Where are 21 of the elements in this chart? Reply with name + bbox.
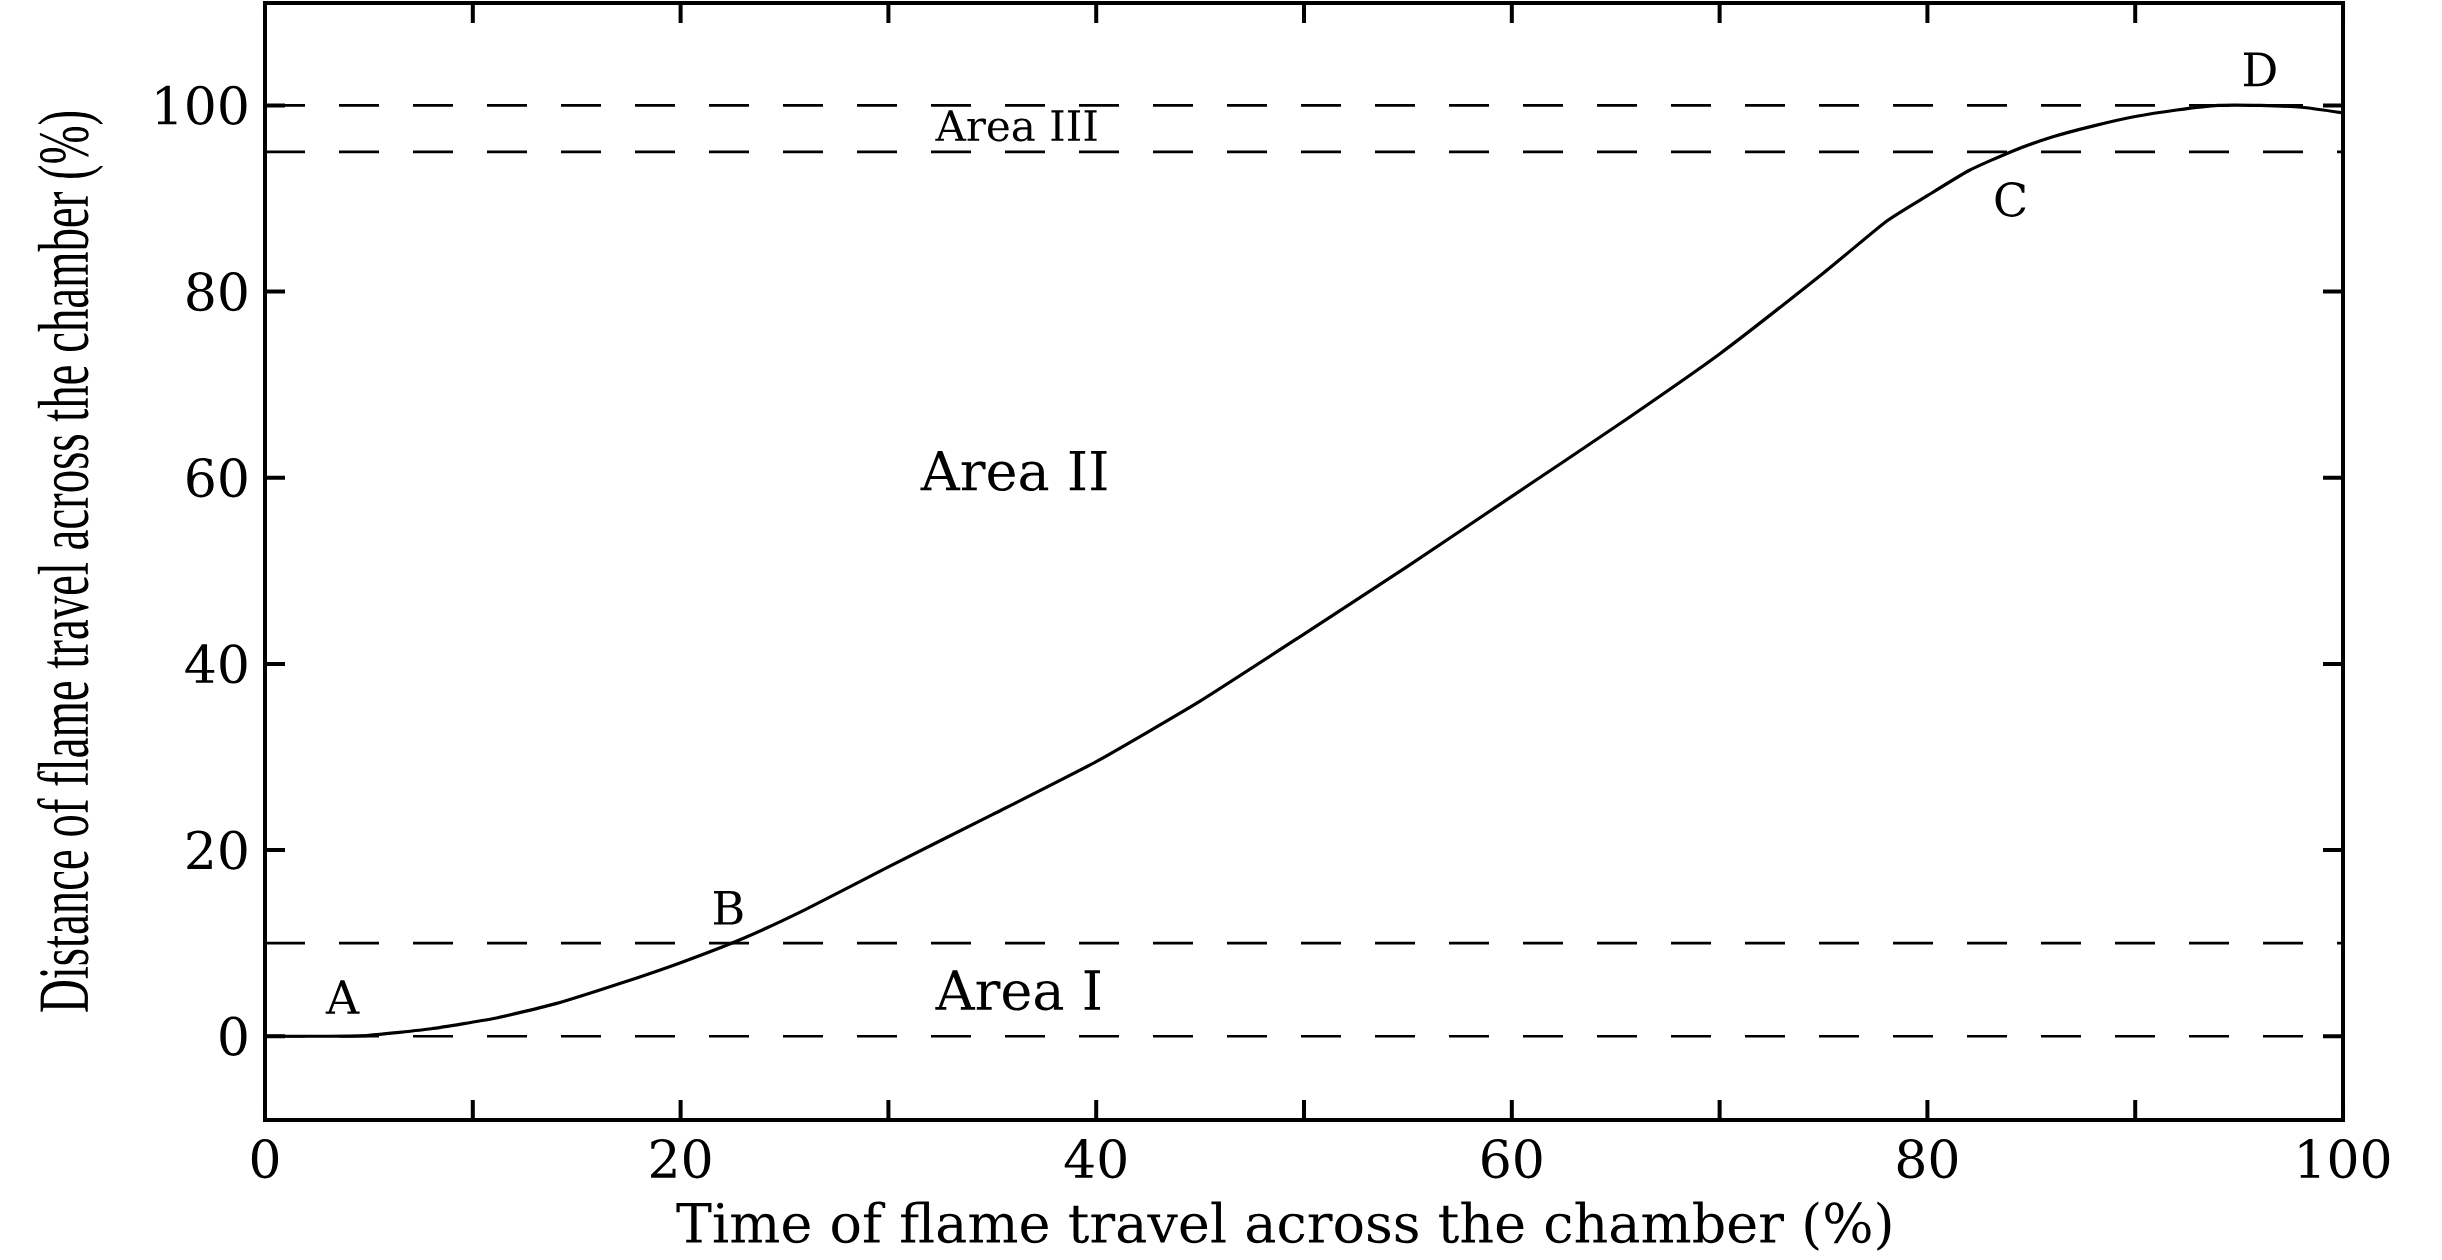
x-tick-label: 40 [1064, 1139, 1126, 1179]
y-tick-label: 100 [157, 85, 247, 126]
annotation: C [1995, 182, 2026, 217]
x-tick-label: 100 [2299, 1139, 2390, 1179]
y-tick-label: 60 [187, 458, 247, 498]
annotation: Area III [935, 110, 1097, 142]
x-axis-title: Time of flame travel across the chamber (%) [676, 1201, 1891, 1251]
annotation: A [325, 980, 360, 1014]
x-tick-label: 60 [1482, 1139, 1542, 1179]
y-tick-label: 20 [187, 830, 247, 870]
x-tick-label: 0 [251, 1139, 279, 1179]
annotation: B [713, 890, 743, 925]
y-tick-label: 0 [220, 1016, 247, 1056]
annotation: D [2243, 52, 2276, 87]
annotation: Area I [935, 970, 1101, 1011]
x-tick-label: 80 [1897, 1139, 1958, 1179]
annotation: Area II [920, 450, 1107, 492]
y-tick-label: 80 [187, 271, 247, 312]
y-axis-title: Distance of flame travel across the chamber (%) [37, 111, 104, 1012]
y-tick-label: 40 [185, 644, 247, 684]
x-tick-label: 20 [651, 1139, 711, 1179]
